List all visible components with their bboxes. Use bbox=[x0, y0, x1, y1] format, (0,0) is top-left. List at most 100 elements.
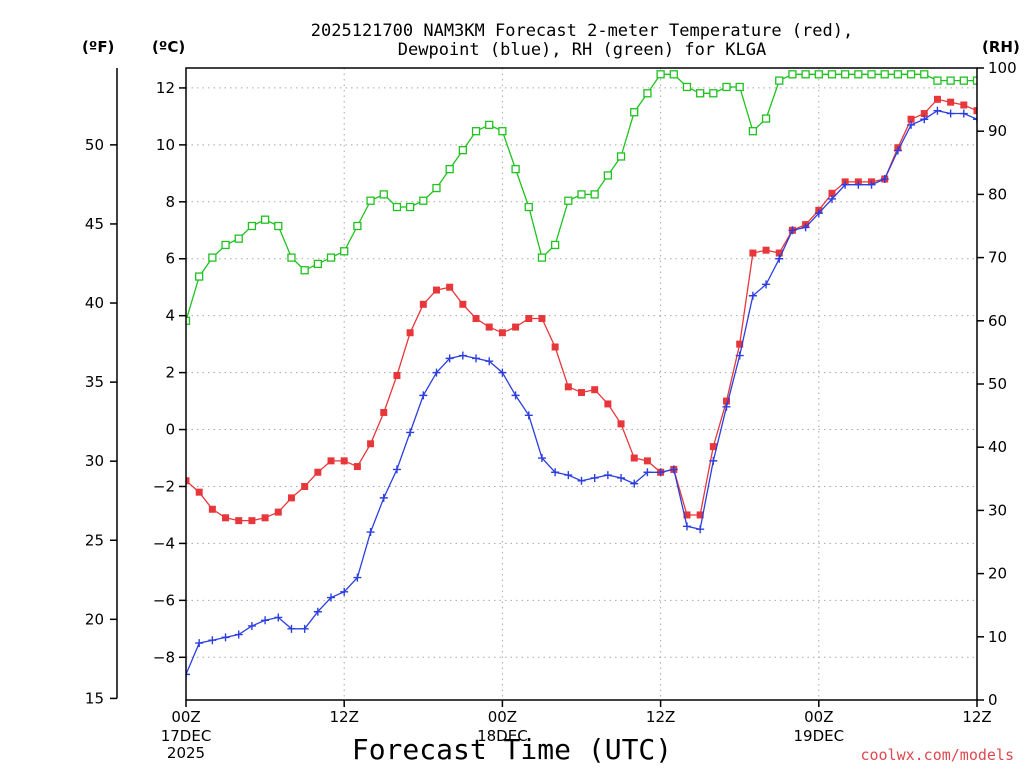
temperature-point bbox=[446, 283, 454, 291]
dewpoint-point bbox=[959, 109, 968, 118]
temperature-point bbox=[274, 508, 282, 516]
gridlines bbox=[185, 68, 978, 700]
rh-point bbox=[933, 76, 942, 85]
temperature-point bbox=[195, 488, 203, 496]
rh-point bbox=[405, 202, 415, 212]
temperature-point bbox=[828, 189, 836, 197]
series-dewpoint bbox=[186, 106, 977, 679]
rh-point bbox=[221, 240, 230, 250]
rh-tick-label: 20 bbox=[988, 565, 1007, 583]
rh-point bbox=[550, 240, 560, 250]
dewpoint-point bbox=[907, 120, 916, 129]
temperature-point bbox=[287, 494, 295, 502]
fahrenheit-unit-label: (ºF) bbox=[82, 38, 114, 56]
dewpoint-point bbox=[880, 175, 889, 184]
rh-point bbox=[234, 234, 243, 243]
rh-point bbox=[841, 70, 850, 79]
rh-point bbox=[814, 70, 823, 79]
credit-text: coolwx.com/models bbox=[860, 746, 1014, 764]
dewpoint-point bbox=[973, 115, 977, 124]
fahrenheit-tick-label: 15 bbox=[85, 689, 104, 707]
rh-point bbox=[590, 190, 599, 199]
temperature-point bbox=[683, 511, 691, 519]
rh-point bbox=[722, 82, 731, 92]
temperature-point bbox=[578, 389, 585, 397]
dewpoint-point bbox=[327, 593, 336, 602]
dewpoint-point bbox=[735, 351, 744, 360]
rh-point bbox=[946, 76, 955, 85]
rh-point bbox=[195, 272, 204, 281]
rh-point bbox=[524, 202, 533, 212]
rh-point bbox=[577, 190, 586, 199]
temperature-point bbox=[472, 315, 480, 323]
temperature-point bbox=[604, 400, 612, 408]
rh-tick-label: 0 bbox=[988, 691, 998, 709]
rh-tick-label: 100 bbox=[988, 59, 1017, 77]
rh-point bbox=[458, 146, 468, 155]
dewpoint-point bbox=[234, 630, 243, 639]
temperature-point bbox=[498, 329, 506, 337]
dewpoint-point bbox=[379, 493, 388, 502]
temperature-point bbox=[301, 482, 309, 490]
time-tick-label: 12Z bbox=[962, 708, 991, 726]
dewpoint-point bbox=[498, 368, 507, 377]
dewpoint-point bbox=[261, 616, 270, 625]
rh-tick-label: 40 bbox=[988, 438, 1007, 456]
rh-point bbox=[893, 70, 903, 79]
dewpoint-point bbox=[814, 209, 823, 218]
rh-point bbox=[906, 70, 916, 79]
temperature-point bbox=[709, 443, 717, 451]
temperature-point bbox=[261, 514, 269, 522]
temperature-point bbox=[723, 397, 731, 405]
temperature-point bbox=[762, 246, 770, 254]
celsius-tick-label: −2 bbox=[153, 477, 175, 495]
dewpoint-point bbox=[682, 522, 691, 531]
dewpoint-point bbox=[524, 411, 533, 420]
celsius-tick-label: 12 bbox=[156, 79, 175, 97]
dewpoint-point bbox=[643, 468, 652, 477]
fahrenheit-tick-label: 35 bbox=[85, 373, 104, 391]
fahrenheit-tick-label: 45 bbox=[85, 215, 104, 233]
date-label: 17DEC bbox=[161, 727, 212, 745]
celsius-tick-label: 2 bbox=[165, 364, 175, 382]
time-tick-label: 12Z bbox=[330, 708, 359, 726]
rh-point bbox=[260, 215, 270, 224]
dewpoint-point bbox=[801, 223, 810, 232]
fahrenheit-tick-label: 30 bbox=[85, 452, 104, 470]
dewpoint-point bbox=[748, 291, 757, 300]
rh-tick-label: 50 bbox=[988, 375, 1007, 393]
dewpoint-point bbox=[511, 391, 520, 400]
dewpoint-point bbox=[696, 525, 705, 534]
rh-point bbox=[972, 76, 977, 85]
rh-point bbox=[432, 183, 441, 193]
rh-point bbox=[669, 70, 678, 79]
celsius-tick-label: 4 bbox=[165, 307, 175, 325]
temperature-point bbox=[920, 110, 928, 118]
temperature-point bbox=[208, 505, 216, 513]
rh-unit-label: (RH) bbox=[982, 38, 1020, 56]
rh-point bbox=[775, 76, 784, 85]
date-label: 2025 bbox=[167, 744, 205, 762]
temperature-point bbox=[947, 98, 955, 106]
dewpoint-point bbox=[458, 351, 467, 360]
rh-point bbox=[353, 221, 362, 231]
temperature-point bbox=[973, 107, 977, 115]
rh-point bbox=[300, 266, 309, 275]
temperature-point bbox=[907, 115, 915, 123]
date-label: 19DEC bbox=[794, 727, 845, 745]
dewpoint-point bbox=[762, 280, 771, 289]
dewpoint-point bbox=[300, 624, 309, 633]
temperature-point bbox=[933, 95, 941, 103]
dewpoint-point bbox=[854, 180, 863, 189]
dewpoint-point bbox=[537, 454, 546, 463]
rh-point bbox=[471, 127, 481, 136]
dewpoint-point bbox=[946, 109, 955, 118]
rh-point bbox=[564, 196, 573, 205]
rh-point bbox=[419, 196, 428, 205]
rh-point bbox=[603, 171, 613, 180]
rh-point bbox=[498, 127, 507, 136]
temperature-point bbox=[314, 468, 322, 476]
rh-point bbox=[656, 70, 665, 79]
rh-point bbox=[274, 221, 283, 231]
temperature-point bbox=[736, 340, 744, 348]
